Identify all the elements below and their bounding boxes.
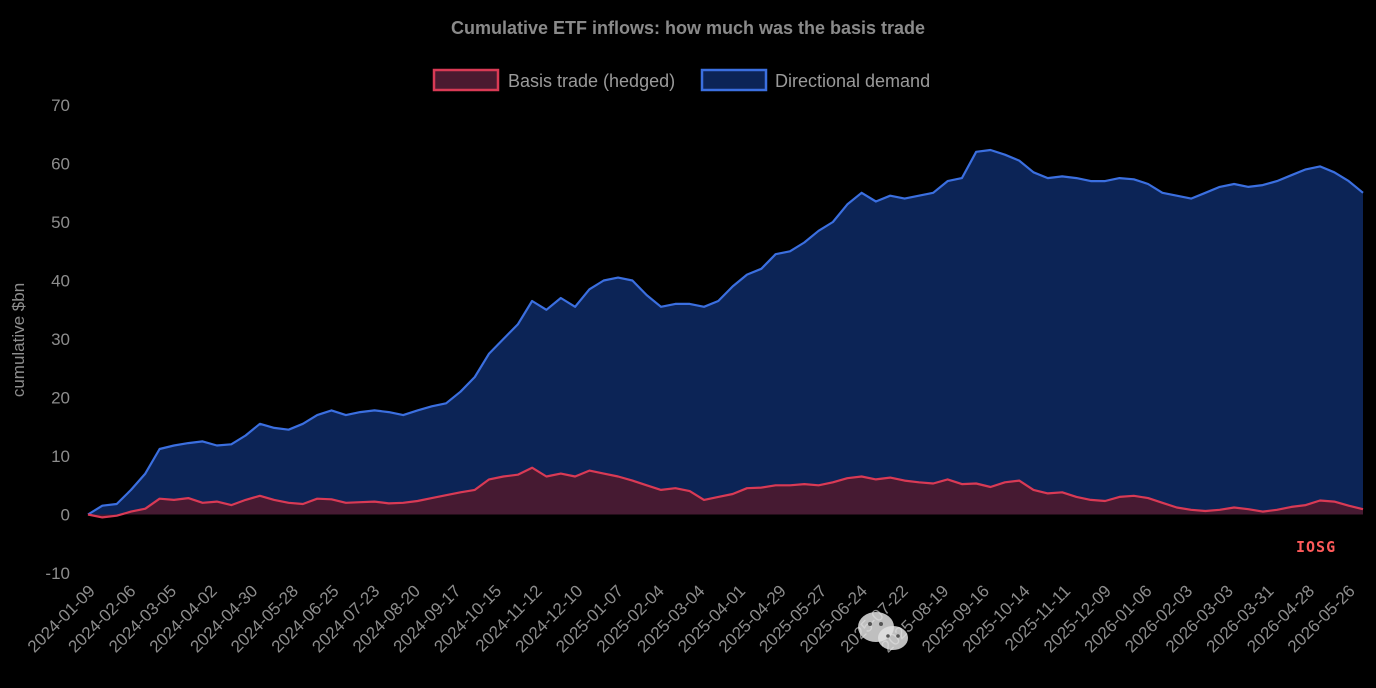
y-axis-ticks: 70 60 50 40 30 20 10 0 -10: [45, 96, 70, 583]
y-tick-label: 30: [51, 330, 70, 349]
legend-label-directional-demand: Directional demand: [775, 71, 930, 91]
y-tick-label: 20: [51, 389, 70, 408]
y-tick-label: 60: [51, 155, 70, 174]
legend-swatch-directional-demand: [702, 70, 766, 90]
chart-title: Cumulative ETF inflows: how much was the…: [451, 18, 925, 38]
legend-label-basis-trade: Basis trade (hedged): [508, 71, 675, 91]
y-tick-label: 40: [51, 272, 70, 291]
x-axis-ticks: 2024-01-092024-02-062024-03-052024-04-02…: [24, 581, 1359, 656]
plot-area: [88, 150, 1363, 517]
y-tick-label: 10: [51, 447, 70, 466]
area-fill-directional-demand: [88, 150, 1363, 515]
y-tick-label: 50: [51, 213, 70, 232]
y-tick-label: -10: [45, 564, 70, 583]
legend-item-basis-trade[interactable]: Basis trade (hedged): [434, 70, 675, 91]
iosg-logo: IOSG: [1296, 538, 1336, 556]
y-tick-label: 70: [51, 96, 70, 115]
wechat-watermark-icon: [858, 612, 908, 650]
y-tick-label: 0: [61, 506, 70, 525]
legend-item-directional-demand[interactable]: Directional demand: [702, 70, 930, 91]
legend: Basis trade (hedged) Directional demand: [434, 70, 930, 91]
y-axis-label: cumulative $bn: [9, 283, 28, 397]
legend-swatch-basis-trade: [434, 70, 498, 90]
